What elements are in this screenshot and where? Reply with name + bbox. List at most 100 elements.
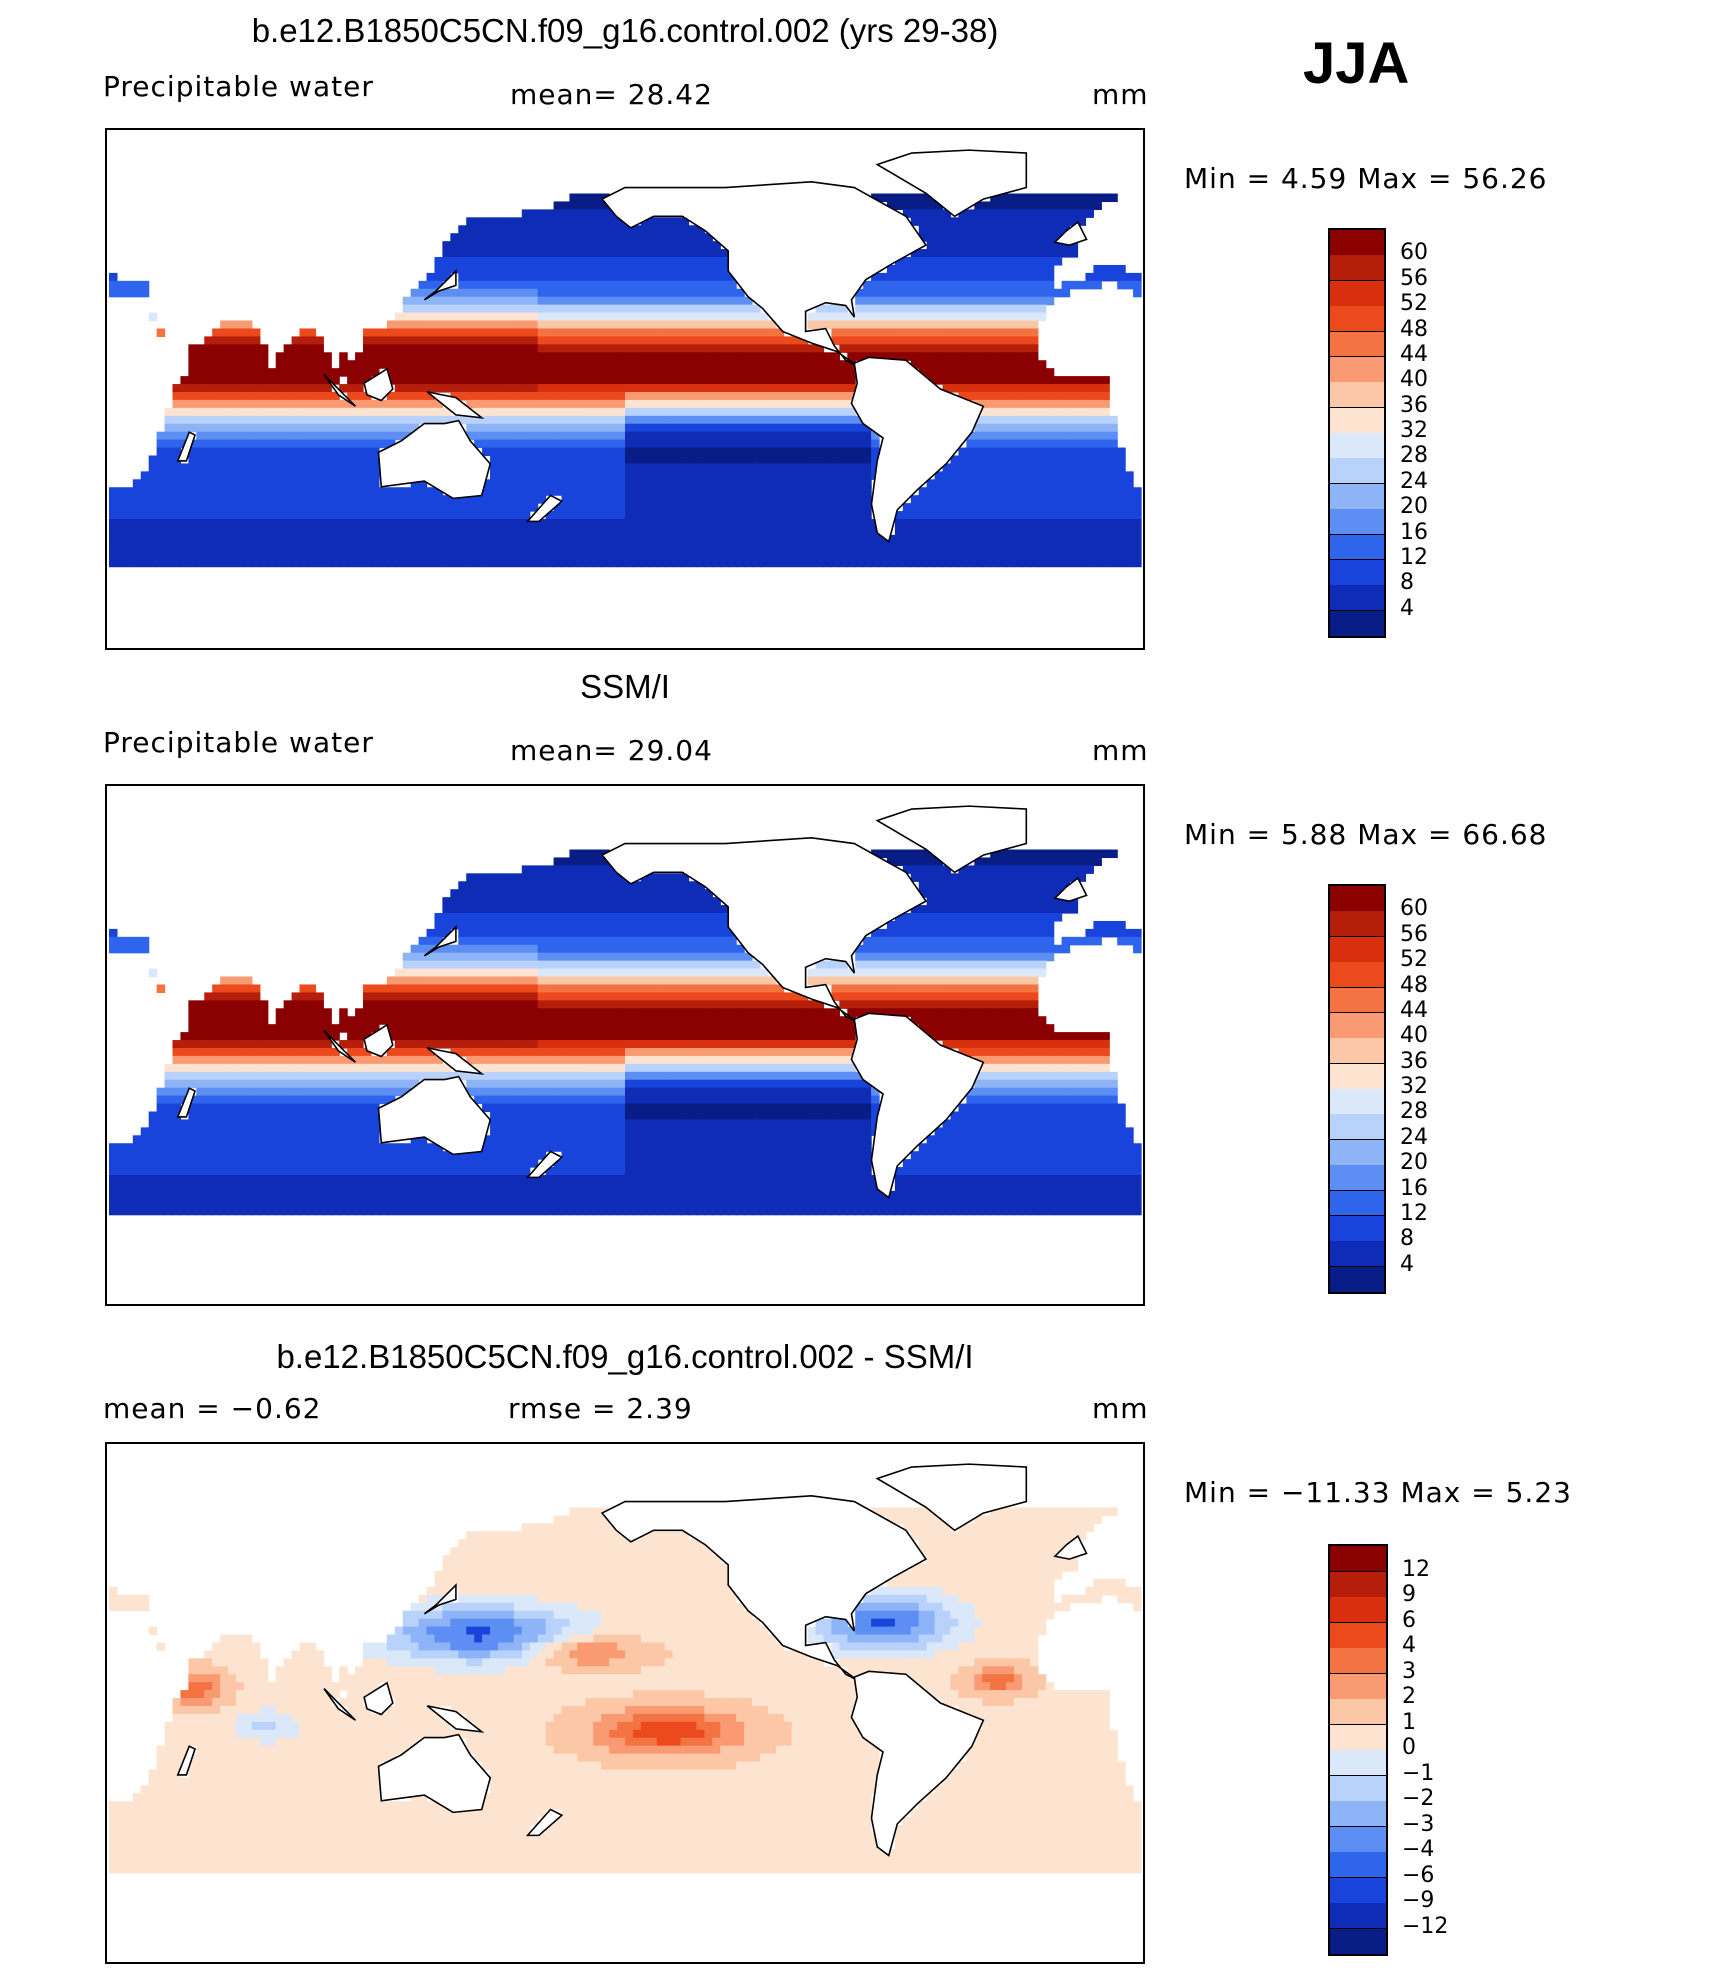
panel3-colorbar [1328,1544,1388,1956]
colorbar-swatch [1330,610,1384,637]
colorbar-swatch [1330,1852,1386,1878]
colorbar-tick-label: 28 [1400,1099,1428,1125]
coastline [875,805,1028,874]
colorbar-swatch [1330,1622,1386,1649]
colorbar-swatch [1330,1699,1386,1725]
coastline [1053,220,1088,246]
colorbar-swatch [1330,1928,1386,1955]
coastline [525,494,564,523]
colorbar-swatch [1330,1673,1386,1700]
panel2-minmax-label: Min = 5.88 Max = 66.68 [1184,818,1548,851]
panel3-rmse-label: rmse = 2.39 [508,1392,693,1425]
colorbar-tick-label: −4 [1402,1837,1435,1862]
colorbar-tick-label: 36 [1400,392,1428,418]
colorbar-swatch [1330,962,1384,988]
colorbar-tick-label: 9 [1402,1582,1416,1607]
colorbar-swatch [1330,1750,1386,1776]
colorbar-tick-label: 12 [1402,1556,1430,1582]
colorbar-swatch [1330,230,1384,256]
coastline [423,1583,457,1615]
colorbar-tick-label: −12 [1402,1913,1449,1939]
colorbar-tick-label: 48 [1400,316,1428,342]
colorbar-swatch [1330,1903,1386,1929]
coastline [323,1030,357,1063]
coastline [377,1075,492,1156]
colorbar-swatch [1330,1546,1386,1572]
colorbar-tick-label: 16 [1400,1175,1428,1201]
colorbar-swatch [1330,911,1384,938]
panel3-unit-label: mm [1092,1392,1149,1425]
colorbar-swatch [1330,306,1384,332]
colorbar-tick-label: −1 [1402,1760,1435,1786]
colorbar-tick-label: 1 [1402,1709,1416,1735]
coastline [525,1808,564,1837]
colorbar-tick-label: 20 [1400,1150,1428,1176]
coastline [426,1047,485,1075]
colorbar-swatch [1330,1826,1386,1853]
coastline [525,1150,564,1179]
colorbar-swatch [1330,1241,1384,1268]
colorbar-tick-label: 60 [1400,240,1428,266]
season-label: JJA [1303,31,1410,96]
coastline [600,1495,928,1681]
colorbar-swatch [1330,1139,1384,1166]
panel1-minmax-label: Min = 4.59 Max = 56.26 [1184,162,1548,195]
colorbar-tick-label: 32 [1400,418,1428,443]
coastline [850,1012,985,1199]
panel1-variable-label: Precipitable water [103,70,374,103]
colorbar-tick-label: 12 [1400,544,1428,570]
colorbar-swatch [1330,483,1384,510]
panel1-colorbar [1328,228,1386,638]
panel1-title: b.e12.B1850C5CN.f09_g16.control.002 (yrs… [251,12,999,49]
field-cells [108,849,1142,1216]
colorbar-tick-label: −2 [1402,1786,1435,1811]
colorbar-swatch [1330,534,1384,561]
coastline [1053,876,1088,902]
colorbar-tick-label: 8 [1400,1226,1414,1252]
colorbar-swatch [1330,1114,1384,1141]
panel2-field-map [108,805,1142,1216]
colorbar-tick-label: 8 [1400,570,1414,596]
colorbar-swatch [1330,1597,1386,1623]
colorbar-swatch [1330,407,1384,434]
colorbar-tick-label: 2 [1402,1684,1416,1709]
colorbar-tick-label: 28 [1400,443,1428,469]
panel2-variable-label: Precipitable water [103,726,374,759]
colorbar-tick-label: 16 [1400,519,1428,545]
colorbar-tick-label: −9 [1402,1888,1435,1913]
coastline [363,1023,394,1058]
colorbar-swatch [1330,1801,1386,1827]
panel1-mean-label: mean= 28.42 [510,78,713,111]
colorbar-swatch [1330,1648,1386,1674]
coastline [600,837,928,1023]
panel3-map [105,1442,1145,1964]
colorbar-tick-label: 52 [1400,947,1428,973]
colorbar-swatch [1330,886,1384,912]
coastline [875,149,1028,218]
colorbar-tick-label: 56 [1400,921,1428,947]
coastline [850,356,985,543]
colorbar-swatch [1330,1063,1384,1090]
coastline [323,1688,357,1721]
colorbar-tick-label: 6 [1402,1607,1416,1633]
colorbar-swatch [1330,356,1384,383]
colorbar-tick-label: −6 [1402,1862,1435,1888]
colorbar-swatch [1330,936,1384,963]
colorbar-tick-label: 32 [1400,1074,1428,1099]
panel1-unit-label: mm [1092,78,1149,111]
colorbar-swatch [1330,382,1384,409]
panel1-map [105,128,1145,650]
colorbar-swatch [1330,559,1384,586]
panel3-mean-label: mean = −0.62 [103,1392,322,1425]
colorbar-swatch [1330,1724,1386,1751]
colorbar-tick-label: 56 [1400,265,1428,291]
colorbar-swatch [1330,1165,1384,1191]
colorbar-swatch [1330,255,1384,282]
coastline [323,374,357,407]
field-cells [108,1507,1142,1874]
coastline [1053,1534,1088,1560]
colorbar-swatch [1330,987,1384,1014]
colorbar-tick-label: 40 [1400,1023,1428,1049]
panel2-map [105,784,1145,1306]
coastline [850,1670,985,1857]
